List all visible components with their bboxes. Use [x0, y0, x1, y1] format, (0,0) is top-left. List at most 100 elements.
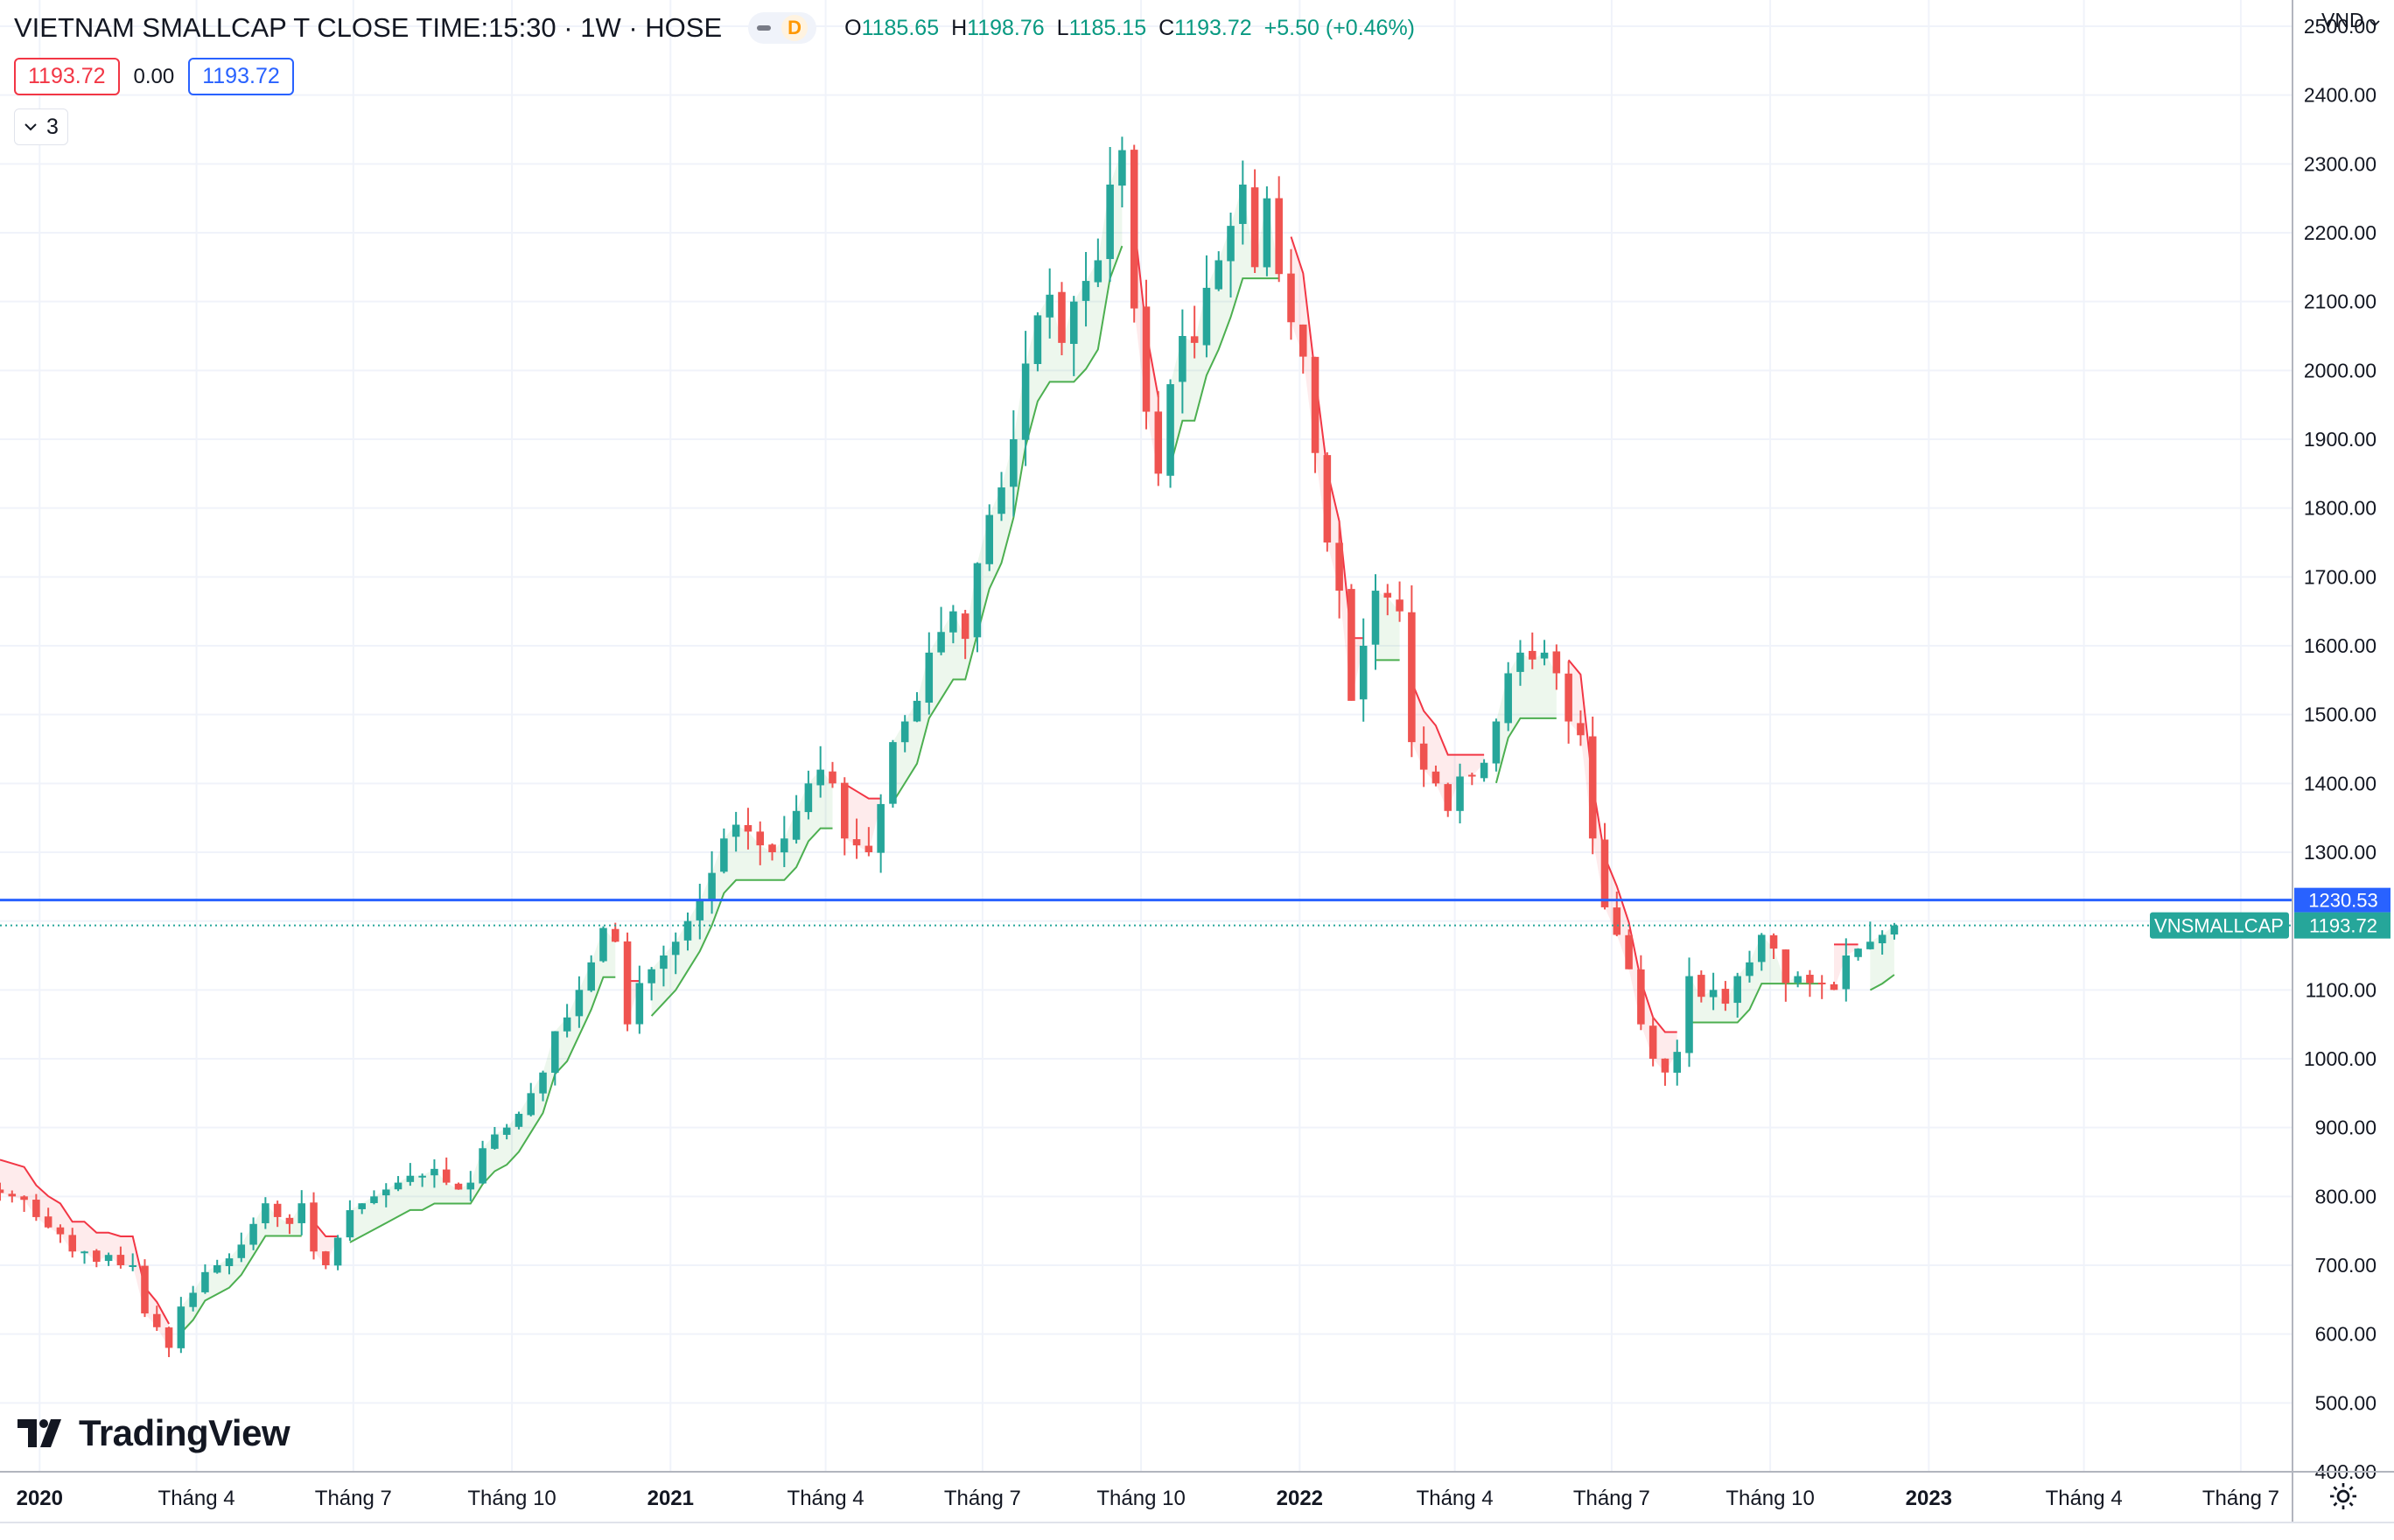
- candle-up: [382, 1189, 390, 1196]
- currency-selector[interactable]: VND: [2321, 9, 2380, 32]
- candle-down: [1287, 273, 1295, 323]
- last-price-label: 1193.72: [2309, 915, 2377, 937]
- candle-down: [768, 844, 776, 852]
- trail-fill-down: [844, 784, 881, 852]
- candle-down: [1323, 455, 1332, 542]
- status-pill[interactable]: D: [748, 12, 817, 44]
- trail-line-up: [892, 245, 1124, 803]
- candle-down: [8, 1194, 17, 1197]
- trail-line-down: [312, 1221, 339, 1237]
- candle-up: [213, 1265, 221, 1273]
- candle-down: [1408, 612, 1416, 743]
- candle-up: [563, 1017, 571, 1032]
- candle-down: [1058, 291, 1066, 343]
- grid: [0, 0, 2292, 1473]
- candle-up: [298, 1203, 306, 1223]
- candle-up: [1046, 294, 1054, 318]
- y-tick-label: 500.00: [2315, 1391, 2376, 1414]
- candle-down: [611, 928, 620, 942]
- y-tick-label: 1700.00: [2304, 565, 2376, 588]
- candle-up: [913, 700, 921, 722]
- tradingview-logo-icon: [18, 1419, 61, 1447]
- candle-up: [1082, 281, 1090, 301]
- candle-down: [852, 839, 861, 846]
- candle-down: [0, 1189, 4, 1194]
- last-price-label-bg: [2294, 912, 2390, 939]
- ohlc-values: O1185.65 H1198.76 L1185.15 C1193.72 +5.50 (+…: [844, 16, 1415, 41]
- delay-badge: D: [781, 15, 808, 41]
- chart-header: VIETNAM SMALLCAP T CLOSE TIME:15:30 · 1W…: [14, 9, 1415, 47]
- x-tick-label: 2020: [17, 1487, 63, 1510]
- candle-up: [1033, 315, 1042, 365]
- candle-down: [1588, 736, 1597, 839]
- trail-fill-up: [892, 150, 1123, 803]
- candle-up: [1878, 934, 1886, 944]
- ohlc-value: 1193.72: [1174, 15, 1252, 40]
- candle-up: [237, 1244, 246, 1258]
- x-tick-label: 2023: [1906, 1487, 1952, 1510]
- candle-down: [1625, 934, 1633, 970]
- x-tick-label: Tháng 7: [315, 1487, 392, 1510]
- candle-down: [44, 1216, 52, 1228]
- candle-up: [406, 1175, 415, 1182]
- y-tick-label: 700.00: [2315, 1254, 2376, 1277]
- trail-fill-down: [0, 1159, 170, 1348]
- gear-icon[interactable]: [2328, 1480, 2359, 1512]
- candle-up: [1733, 976, 1741, 1004]
- y-tick-label: 800.00: [2315, 1185, 2376, 1208]
- candle-up: [900, 721, 909, 743]
- candle-down: [1311, 356, 1320, 453]
- overlays: 1230.53 VNSMALLCAP 1193.72: [0, 887, 2390, 939]
- candle-down: [164, 1327, 173, 1348]
- candle-up: [1010, 439, 1018, 487]
- candle-up: [189, 1292, 197, 1307]
- collapse-indicators-button[interactable]: 3: [14, 108, 68, 145]
- chevron-down-icon: [24, 123, 37, 131]
- candle-up: [1456, 776, 1464, 811]
- symbol-title[interactable]: VIETNAM SMALLCAP T CLOSE TIME:15:30 · 1W…: [14, 12, 723, 43]
- candle-down: [1250, 187, 1259, 268]
- candle-up: [177, 1306, 186, 1348]
- indicator-value-red: 1193.72: [14, 58, 120, 95]
- collapsed-count: 3: [46, 114, 59, 139]
- x-tick-label: Tháng 10: [1096, 1487, 1185, 1510]
- chevron-down-icon: [2370, 20, 2380, 27]
- y-tick-label: 2500.00: [2304, 15, 2376, 38]
- candle-down: [1721, 989, 1730, 1004]
- candle-up: [1069, 301, 1078, 345]
- candle-down: [623, 941, 632, 1025]
- symbol-label: VNSMALLCAP: [2154, 915, 2284, 937]
- candle-up: [1118, 150, 1126, 186]
- y-tick-label: 1100.00: [2306, 978, 2376, 1001]
- ohlc-item: +5.50 (+0.46%): [1264, 16, 1415, 41]
- candle-up: [1866, 942, 1874, 949]
- candle-up: [1021, 363, 1030, 440]
- candle-up: [1202, 287, 1211, 346]
- x-tick-label: Tháng 4: [788, 1487, 864, 1510]
- trail-line-up: [650, 827, 833, 1017]
- x-tick-label: Tháng 4: [1417, 1487, 1494, 1510]
- candle-down: [829, 771, 836, 784]
- y-tick-label: 1000.00: [2304, 1047, 2376, 1070]
- y-tick-label: 1600.00: [2304, 634, 2376, 657]
- candle-up: [708, 872, 716, 900]
- candle-up: [491, 1134, 499, 1149]
- candle-down: [1335, 542, 1343, 592]
- x-tick-label: Tháng 7: [1573, 1487, 1650, 1510]
- tradingview-logo[interactable]: TradingView: [18, 1412, 290, 1454]
- candle-down: [56, 1227, 65, 1235]
- y-tick-label: 1400.00: [2304, 772, 2376, 794]
- y-tick-label: 1300.00: [2304, 841, 2376, 864]
- trail-fill-up: [180, 1203, 302, 1334]
- candle-up: [1214, 260, 1223, 290]
- candle-up: [671, 942, 680, 956]
- candle-up: [1794, 976, 1802, 984]
- candle-up: [1179, 336, 1186, 382]
- y-tick-label: 1900.00: [2304, 428, 2376, 451]
- candle-down: [1830, 984, 1838, 990]
- trail-fill-up: [1170, 184, 1279, 466]
- candle-down: [310, 1202, 318, 1252]
- ohlc-value: +5.50 (+0.46%): [1264, 15, 1416, 40]
- y-tick-label: 2300.00: [2304, 152, 2376, 175]
